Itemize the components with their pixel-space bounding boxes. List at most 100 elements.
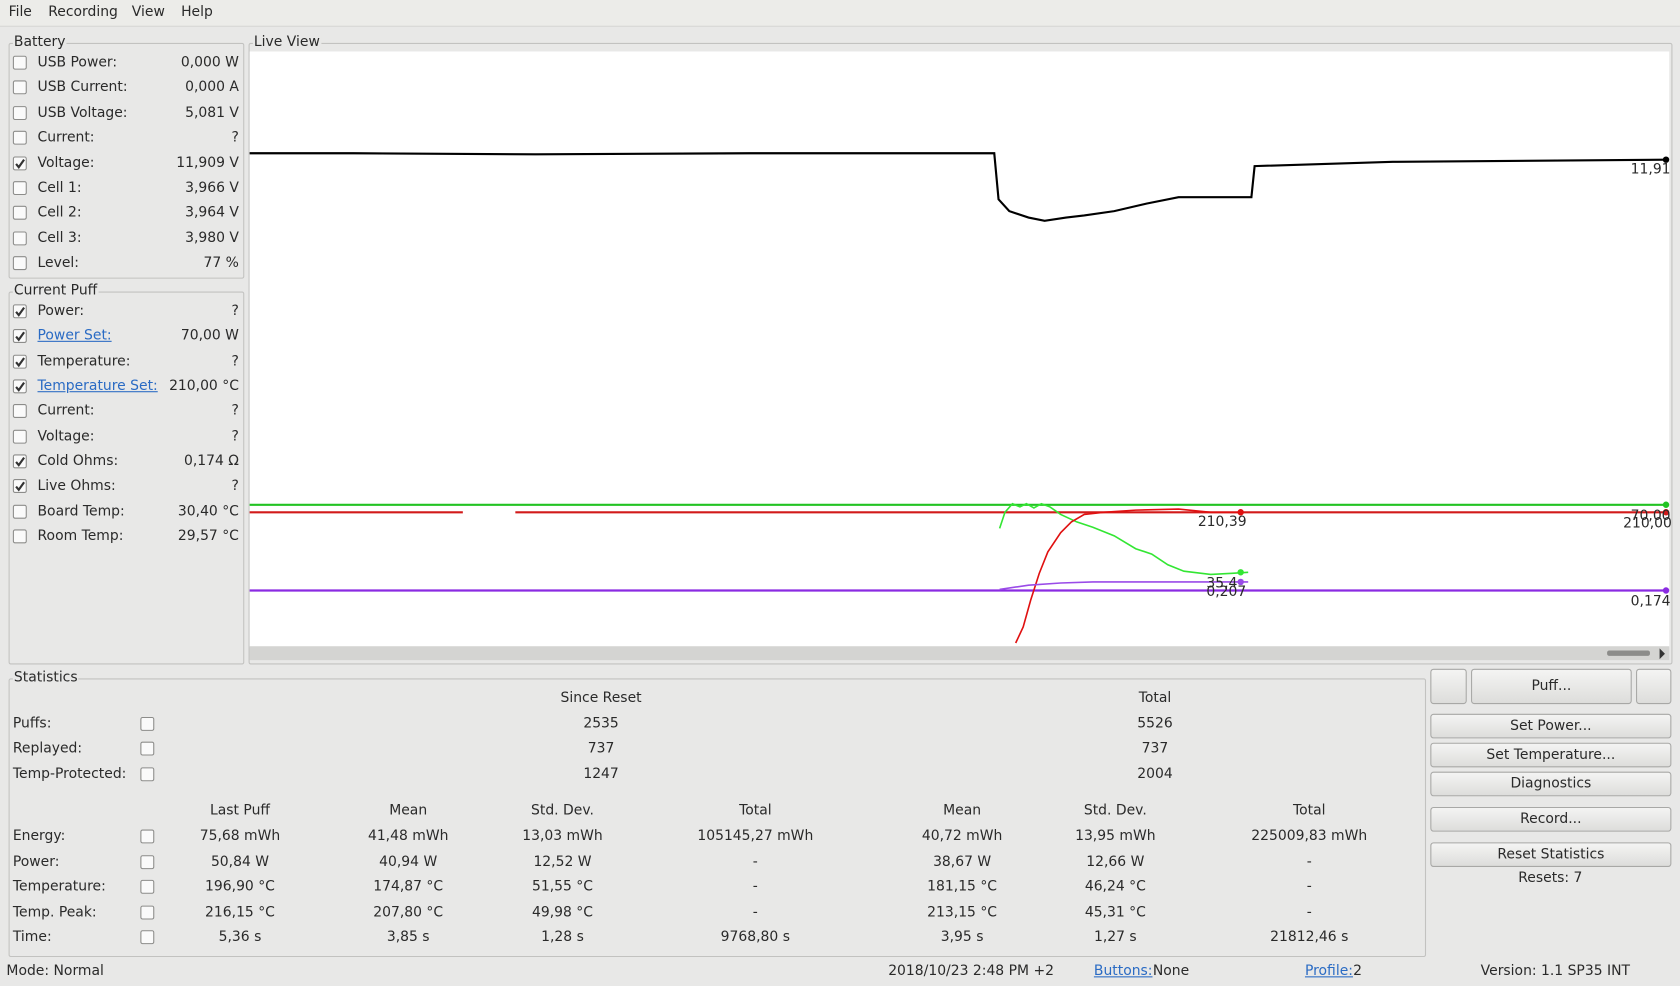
- field-label: Temperature:: [37, 353, 131, 370]
- tool-button[interactable]: [1430, 668, 1467, 705]
- field-label: Live Ohms:: [37, 478, 116, 495]
- checkbox[interactable]: [12, 206, 27, 220]
- field-label[interactable]: Power Set:: [37, 328, 112, 345]
- plot-area: [249, 51, 1670, 648]
- trace-label: 70,00: [1630, 507, 1671, 525]
- puff-button[interactable]: Puff...: [1471, 668, 1632, 705]
- menu-item[interactable]: View: [131, 4, 165, 21]
- checkbox[interactable]: [140, 930, 155, 945]
- checkbox[interactable]: [12, 256, 27, 271]
- field-label[interactable]: Temperature Set:: [37, 378, 158, 395]
- column-header: Mean: [389, 802, 428, 819]
- checkbox[interactable]: [140, 879, 155, 894]
- checkbox[interactable]: [140, 905, 155, 919]
- scroll-thumb[interactable]: [1607, 650, 1650, 656]
- trace-label: 0,207: [1206, 584, 1247, 601]
- stat-label: Replayed:: [12, 740, 83, 757]
- field-value: 3,966 V: [185, 179, 239, 196]
- stat-label: Temp. Peak:: [12, 903, 97, 921]
- version-label: Version: 1.1 SP35 INT: [1480, 963, 1631, 980]
- datetime-label: 2018/10/23 2:48 PM +2: [888, 963, 1054, 980]
- checkbox[interactable]: [12, 231, 27, 246]
- checkbox[interactable]: [12, 529, 27, 544]
- checkbox[interactable]: [12, 379, 27, 394]
- stat-label: Puffs:: [12, 715, 52, 732]
- scroll-arrow[interactable]: [1659, 648, 1665, 660]
- trace-label: 210,00: [1623, 515, 1672, 532]
- stat-value: 213,15 °C: [927, 903, 998, 921]
- statistics-group: [8, 678, 1427, 958]
- field-label: USB Voltage:: [37, 104, 128, 121]
- checkbox[interactable]: [12, 354, 27, 369]
- buttons-value: None: [1152, 963, 1190, 980]
- stat-value: -: [1306, 853, 1312, 870]
- stat-label: Temp-Protected:: [12, 765, 127, 782]
- set-temperature-button[interactable]: Set Temperature...: [1430, 742, 1672, 768]
- column-header: Std. Dev.: [531, 802, 594, 819]
- field-value: ?: [231, 403, 239, 420]
- trace-label: 35,4: [1206, 575, 1238, 592]
- field-value: 0,000 A: [185, 79, 239, 96]
- field-label: Board Temp:: [37, 503, 125, 520]
- field-value: 77 %: [203, 255, 239, 272]
- checkbox[interactable]: [140, 829, 155, 844]
- checkbox[interactable]: [12, 180, 27, 195]
- field-value: 30,40 °C: [177, 503, 239, 520]
- checkbox[interactable]: [12, 80, 27, 95]
- menu-item[interactable]: Recording: [48, 4, 118, 21]
- menu-item[interactable]: File: [8, 4, 32, 21]
- tool-button[interactable]: [1636, 668, 1672, 705]
- diagnostics-button[interactable]: Diagnostics: [1430, 771, 1672, 797]
- checkbox[interactable]: [12, 304, 27, 319]
- profile-link[interactable]: Profile:: [1304, 963, 1353, 980]
- checkbox[interactable]: [12, 55, 27, 70]
- field-label: Cell 2:: [37, 204, 82, 222]
- checkbox[interactable]: [140, 741, 155, 756]
- stat-value: 1247: [583, 765, 619, 782]
- checkbox[interactable]: [12, 404, 27, 419]
- check-mark: [15, 331, 25, 342]
- stat-value: -: [1306, 903, 1312, 921]
- checkbox[interactable]: [12, 105, 27, 120]
- checkbox[interactable]: [140, 766, 155, 781]
- stat-value: 2004: [1137, 765, 1173, 782]
- record-button[interactable]: Record...: [1430, 806, 1672, 832]
- stat-value: 2535: [583, 715, 619, 732]
- buttons-link[interactable]: Buttons:: [1093, 963, 1153, 980]
- set-power-button[interactable]: Set Power...: [1430, 713, 1672, 739]
- checkbox[interactable]: [12, 479, 27, 494]
- stat-value: 174,87 °C: [373, 878, 444, 895]
- checkbox[interactable]: [140, 854, 155, 869]
- field-value: ?: [231, 478, 239, 495]
- reset-statistics-button[interactable]: Reset Statistics: [1430, 842, 1672, 868]
- checkbox[interactable]: [12, 155, 27, 170]
- column-header: Std. Dev.: [1083, 802, 1147, 819]
- profile-value: 2: [1353, 963, 1363, 980]
- stat-value: 40,94 W: [379, 853, 438, 870]
- stat-value: 21812,46 s: [1270, 929, 1349, 946]
- field-value: 5,081 V: [185, 104, 239, 121]
- live-ohms-trace: [999, 581, 1249, 591]
- temperature-trace: [1014, 508, 1241, 644]
- field-label: Cell 3:: [37, 230, 82, 247]
- checkbox[interactable]: [12, 454, 27, 469]
- stat-value: 196,90 °C: [205, 878, 275, 895]
- field-value: 0,174 Ω: [183, 453, 239, 470]
- stat-label: Time:: [12, 929, 52, 946]
- checkbox[interactable]: [12, 504, 27, 519]
- checkbox[interactable]: [140, 716, 155, 731]
- menu-item[interactable]: Help: [181, 4, 213, 21]
- stat-value: 225009,83 mWh: [1251, 828, 1368, 845]
- checkbox[interactable]: [12, 329, 27, 344]
- status-bar: [0, 960, 1680, 986]
- column-header: Since Reset: [560, 690, 642, 707]
- checkbox[interactable]: [12, 130, 27, 145]
- field-value: 29,57 °C: [177, 528, 239, 545]
- stat-value: 9768,80 s: [720, 929, 790, 946]
- checkbox[interactable]: [12, 429, 27, 444]
- current-puff-group: [8, 291, 245, 665]
- scrollbar[interactable]: [249, 646, 1670, 661]
